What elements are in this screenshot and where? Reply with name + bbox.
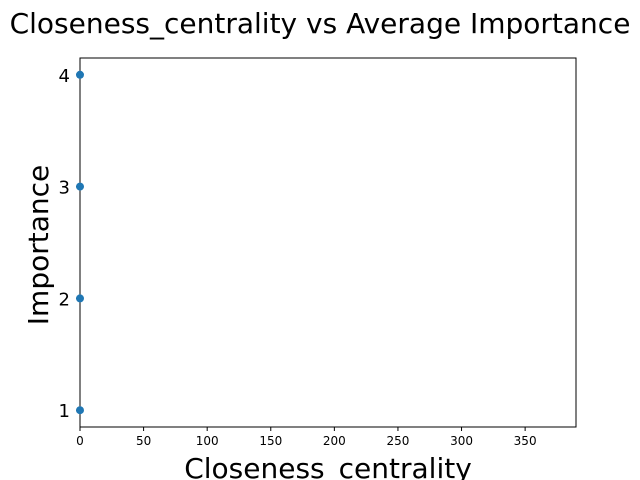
data-point xyxy=(76,294,84,303)
data-point xyxy=(76,182,84,191)
x-tick-label: 350 xyxy=(514,434,537,448)
data-point xyxy=(76,406,84,415)
axes-frame xyxy=(79,57,577,428)
x-tick-label: 100 xyxy=(196,434,219,448)
data-points xyxy=(76,70,84,415)
y-axis-ticks: 1 2 3 4 xyxy=(59,66,80,422)
chart-title: Closeness_centrality vs Average Importan… xyxy=(10,7,631,40)
x-tick-label: 50 xyxy=(136,434,151,448)
plot-area xyxy=(79,57,577,428)
x-tick-label: 300 xyxy=(450,434,473,448)
x-tick-label: 0 xyxy=(76,434,84,448)
x-tick-label: 150 xyxy=(259,434,282,448)
x-axis-label: Closeness_centrality xyxy=(184,452,472,480)
y-axis-label: Importance xyxy=(22,165,55,325)
y-tick-label: 1 xyxy=(59,401,70,422)
y-tick-label: 2 xyxy=(59,289,70,310)
data-point xyxy=(76,70,84,79)
y-tick-label: 4 xyxy=(59,66,70,87)
y-tick-label: 3 xyxy=(59,178,70,199)
x-tick-label: 250 xyxy=(386,434,409,448)
x-tick-label: 200 xyxy=(323,434,346,448)
x-axis-ticks: 0 50 100 150 200 250 300 350 xyxy=(76,427,537,448)
